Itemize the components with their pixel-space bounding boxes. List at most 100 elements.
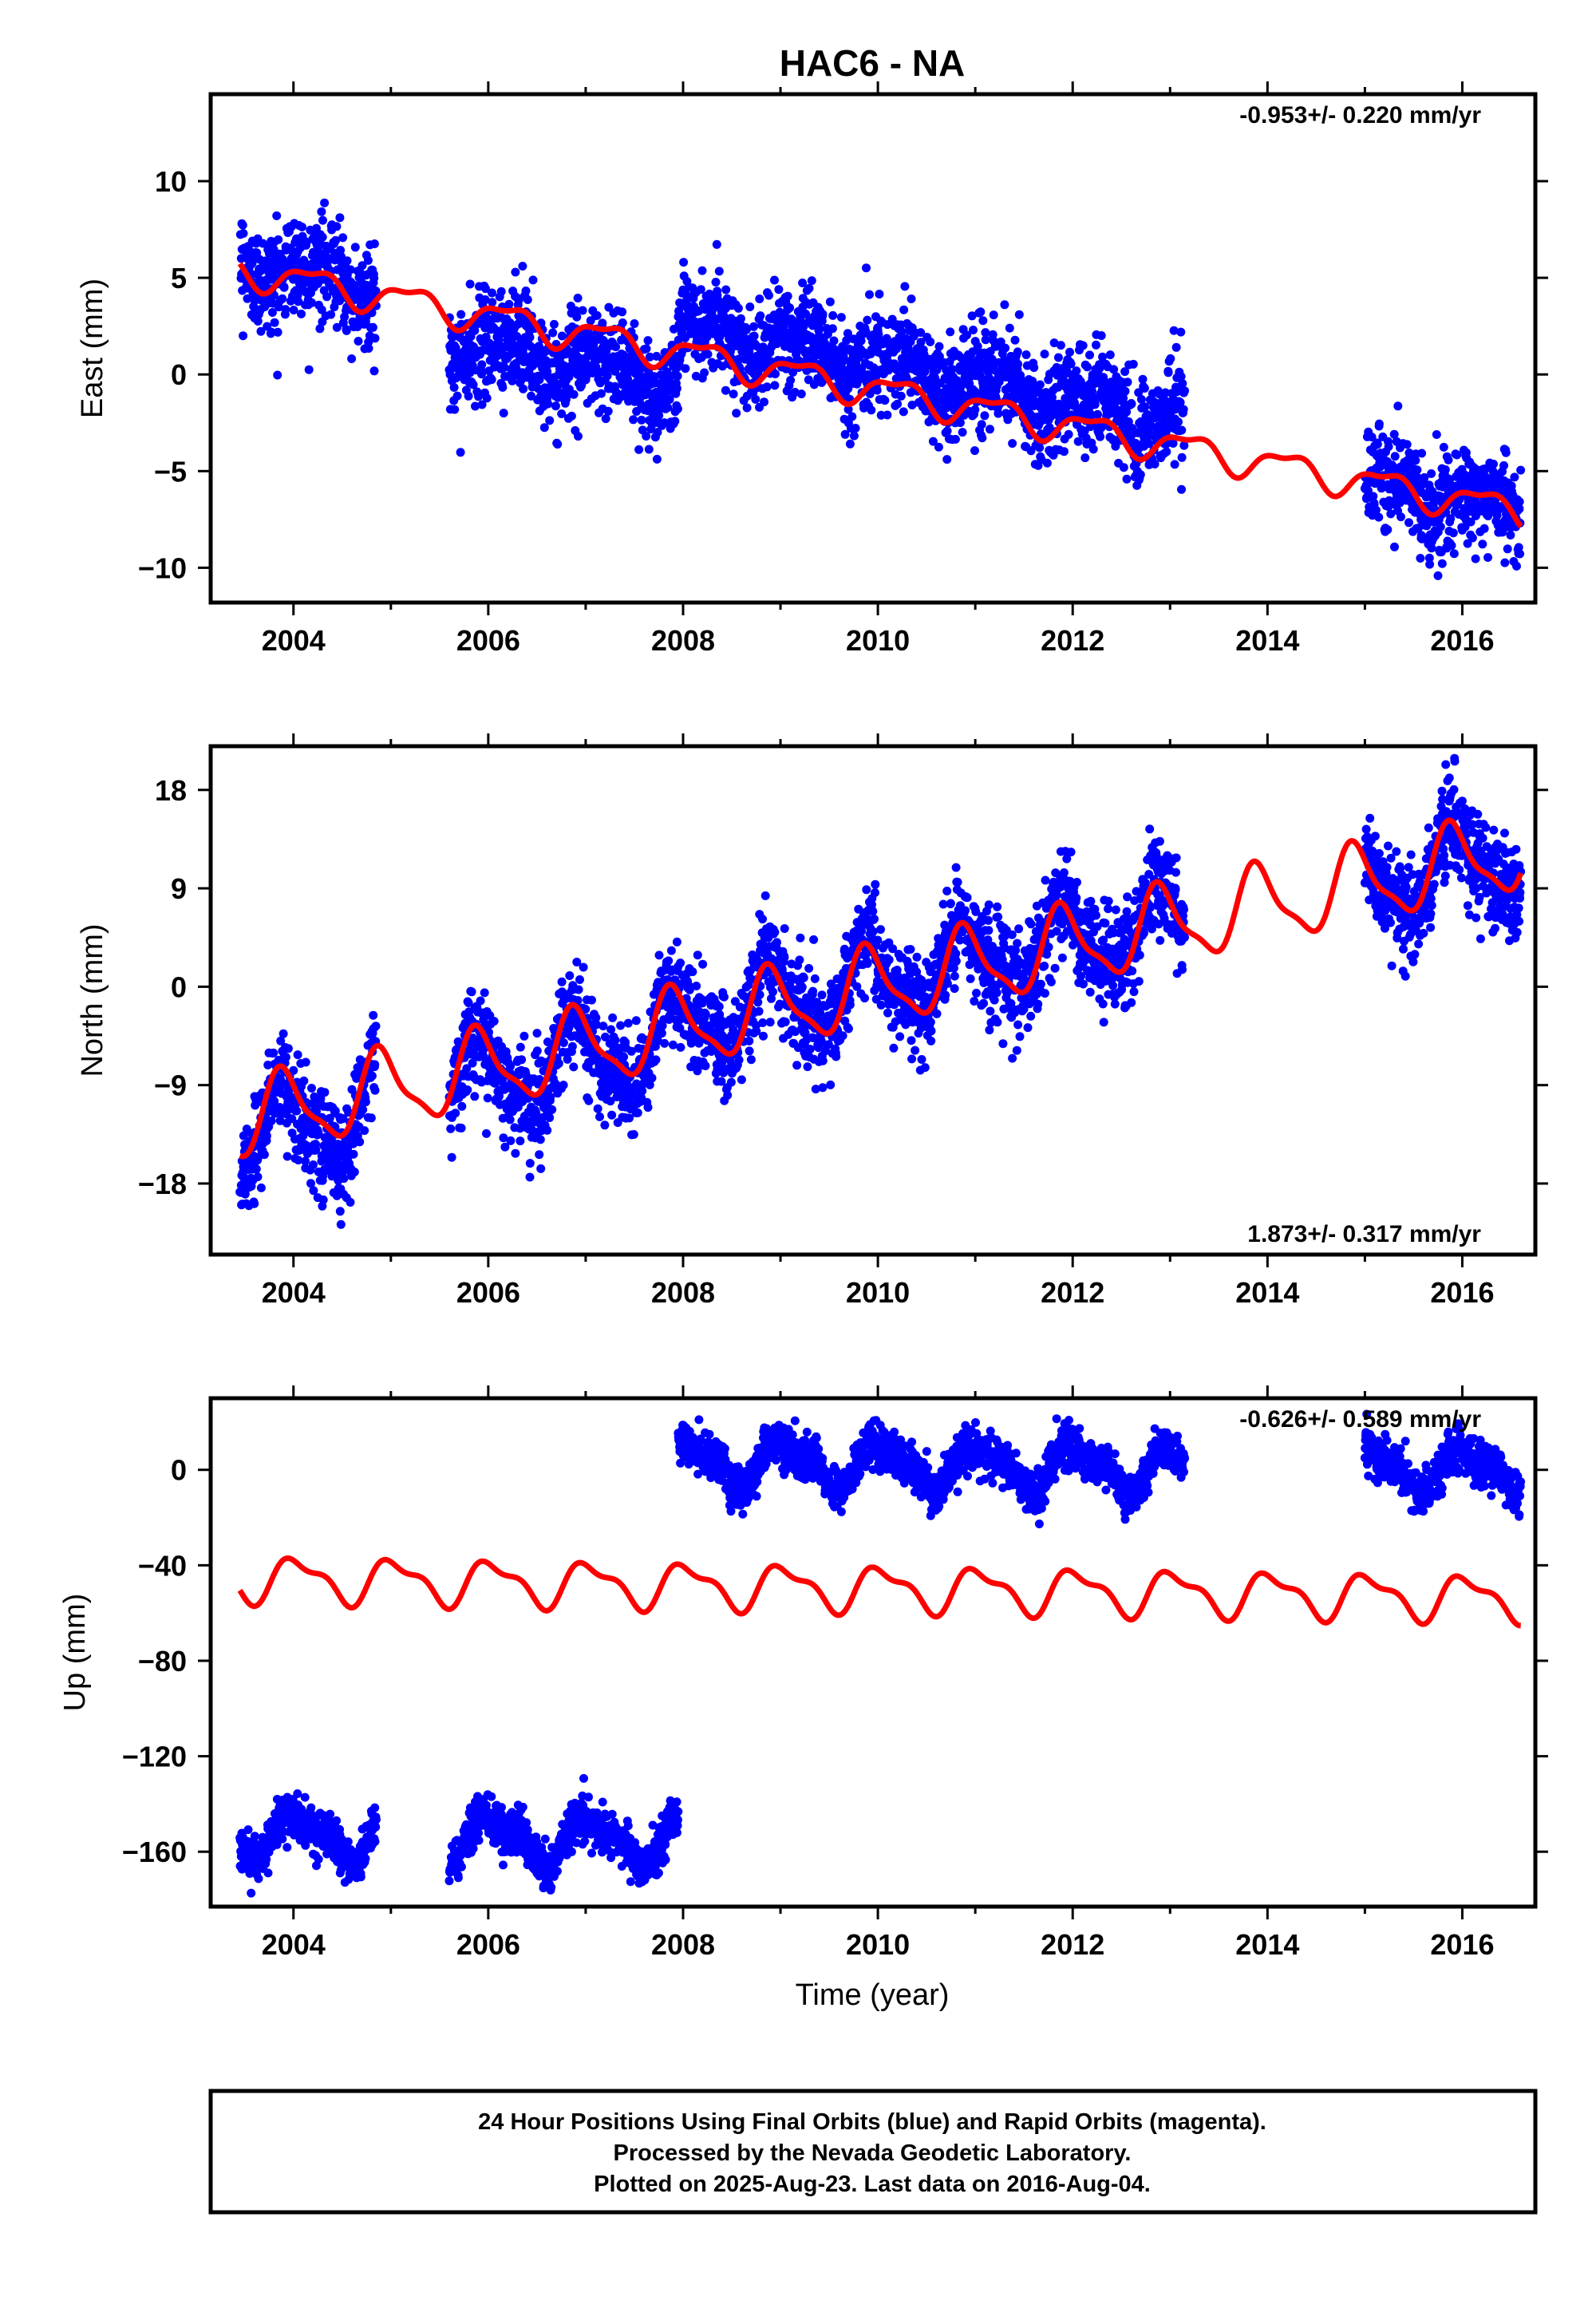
north-point — [257, 1184, 266, 1192]
east-point — [1029, 363, 1038, 372]
north-point — [269, 1049, 278, 1057]
north-point — [565, 971, 574, 980]
north-point — [587, 996, 596, 1005]
east-point — [278, 294, 286, 303]
east-point — [745, 302, 754, 311]
east-point — [1478, 539, 1487, 548]
east-point — [630, 319, 639, 328]
east-point — [365, 344, 373, 353]
east-point — [1385, 442, 1393, 451]
north-point — [371, 1086, 380, 1095]
north-point — [451, 1109, 460, 1117]
east-point — [805, 284, 814, 293]
east-point — [712, 278, 721, 287]
north-point — [470, 1092, 479, 1101]
east-point — [1412, 465, 1421, 474]
north-point — [516, 1136, 524, 1145]
east-point — [715, 267, 724, 275]
east-point — [679, 258, 688, 267]
east-point — [1373, 440, 1382, 449]
east-point — [272, 211, 281, 220]
north-point — [361, 1097, 370, 1106]
east-point — [298, 223, 306, 231]
north-point — [559, 1081, 568, 1089]
east-point — [1417, 449, 1426, 458]
north-point — [468, 987, 476, 996]
east-point — [1483, 553, 1492, 562]
east-point — [1106, 350, 1115, 359]
north-point — [446, 1124, 455, 1133]
east-point — [1036, 381, 1045, 389]
east-point — [497, 287, 506, 296]
east-point — [1468, 534, 1477, 543]
east-point — [1383, 525, 1392, 534]
y-tick-label: −10 — [138, 551, 187, 584]
east-point — [1174, 417, 1183, 426]
north-point — [339, 1174, 348, 1183]
east-point — [488, 289, 496, 298]
east-point — [830, 337, 839, 346]
east-point — [638, 416, 646, 425]
east-point — [674, 405, 682, 413]
east-point — [305, 366, 314, 374]
north-point — [526, 1173, 535, 1182]
east-point — [976, 307, 985, 316]
east-point — [755, 294, 764, 303]
east-point — [273, 371, 282, 380]
east-point — [456, 310, 465, 319]
north-data-points — [235, 754, 1525, 1229]
north-point — [772, 938, 781, 947]
east-point — [1500, 559, 1509, 567]
east-point — [674, 372, 682, 381]
east-point — [477, 360, 486, 369]
north-point — [624, 1019, 633, 1028]
east-point — [760, 397, 768, 406]
east-point — [1171, 460, 1179, 468]
east-point — [1065, 430, 1073, 439]
east-point — [369, 274, 378, 283]
east-point — [970, 405, 979, 414]
east-point — [828, 324, 837, 333]
east-point — [1151, 460, 1159, 468]
east-point — [1123, 475, 1132, 484]
north-point — [652, 1055, 661, 1064]
north-point — [526, 1159, 535, 1168]
north-point — [761, 891, 770, 900]
north-point — [594, 1105, 602, 1113]
east-point — [456, 448, 465, 456]
north-point — [250, 1200, 259, 1208]
north-point — [506, 1116, 515, 1124]
north-point — [448, 1153, 456, 1162]
north-point — [319, 1196, 328, 1204]
north-point — [698, 960, 707, 969]
east-point — [518, 262, 527, 271]
east-rate-label: -0.953+/- 0.220 mm/yr — [1239, 102, 1481, 128]
north-point — [758, 915, 767, 923]
east-point — [956, 418, 965, 427]
east-point — [1072, 366, 1080, 375]
east-point — [980, 411, 989, 420]
east-point — [934, 443, 943, 452]
north-point — [676, 958, 685, 967]
north-point — [569, 1062, 578, 1071]
east-point — [729, 389, 738, 398]
east-point — [670, 417, 679, 425]
east-point — [867, 405, 875, 414]
east-point — [1079, 342, 1088, 350]
north-point — [309, 1160, 318, 1169]
east-point — [1093, 410, 1102, 419]
east-point — [326, 310, 335, 319]
north-point — [745, 1046, 754, 1055]
north-point — [302, 1058, 310, 1067]
north-point — [664, 956, 673, 965]
east-point — [893, 400, 902, 409]
east-point — [364, 256, 373, 265]
east-point — [1503, 544, 1512, 553]
east-point — [1022, 350, 1031, 359]
north-point — [543, 1126, 551, 1135]
north-point — [660, 1039, 669, 1048]
east-point — [749, 322, 758, 331]
x-tick-label: 2012 — [1041, 624, 1104, 657]
